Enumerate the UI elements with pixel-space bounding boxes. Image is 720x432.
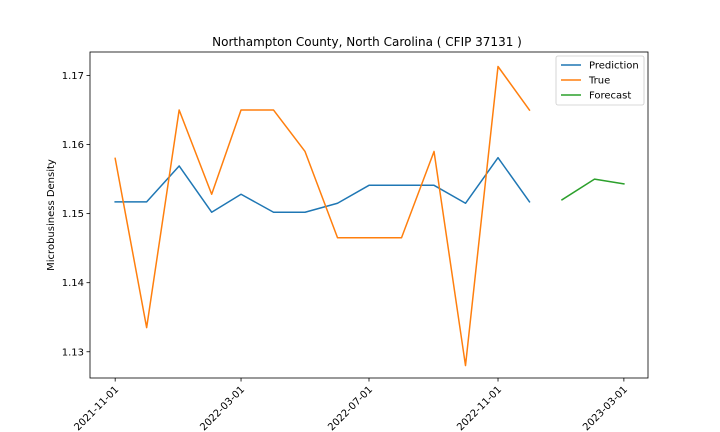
legend-entries: Prediction True Forecast xyxy=(561,61,639,102)
plot-area xyxy=(89,51,649,379)
legend-frame xyxy=(555,55,645,106)
y-tick-label: 1.16 xyxy=(62,140,84,151)
chart-title: Northampton County, North Carolina ( CFI… xyxy=(212,35,522,49)
series-lines xyxy=(114,65,625,367)
y-tick-label: 1.15 xyxy=(62,209,84,220)
y-tick-label: 1.14 xyxy=(62,278,84,289)
y-axis-label: Microbusiness Density xyxy=(46,159,57,271)
legend-label-prediction: Prediction xyxy=(589,61,639,72)
series-line-true xyxy=(114,65,531,367)
y-axis-ticks: 1.13 1.14 1.15 1.16 1.17 xyxy=(62,71,90,358)
legend-label-true: True xyxy=(588,76,610,87)
legend-label-forecast: Forecast xyxy=(589,91,631,102)
y-tick-label: 1.13 xyxy=(62,347,84,358)
y-tick-label: 1.17 xyxy=(62,71,84,82)
legend: Prediction True Forecast xyxy=(555,55,645,106)
series-line-prediction xyxy=(114,156,531,213)
series-line-forecast xyxy=(560,178,625,201)
